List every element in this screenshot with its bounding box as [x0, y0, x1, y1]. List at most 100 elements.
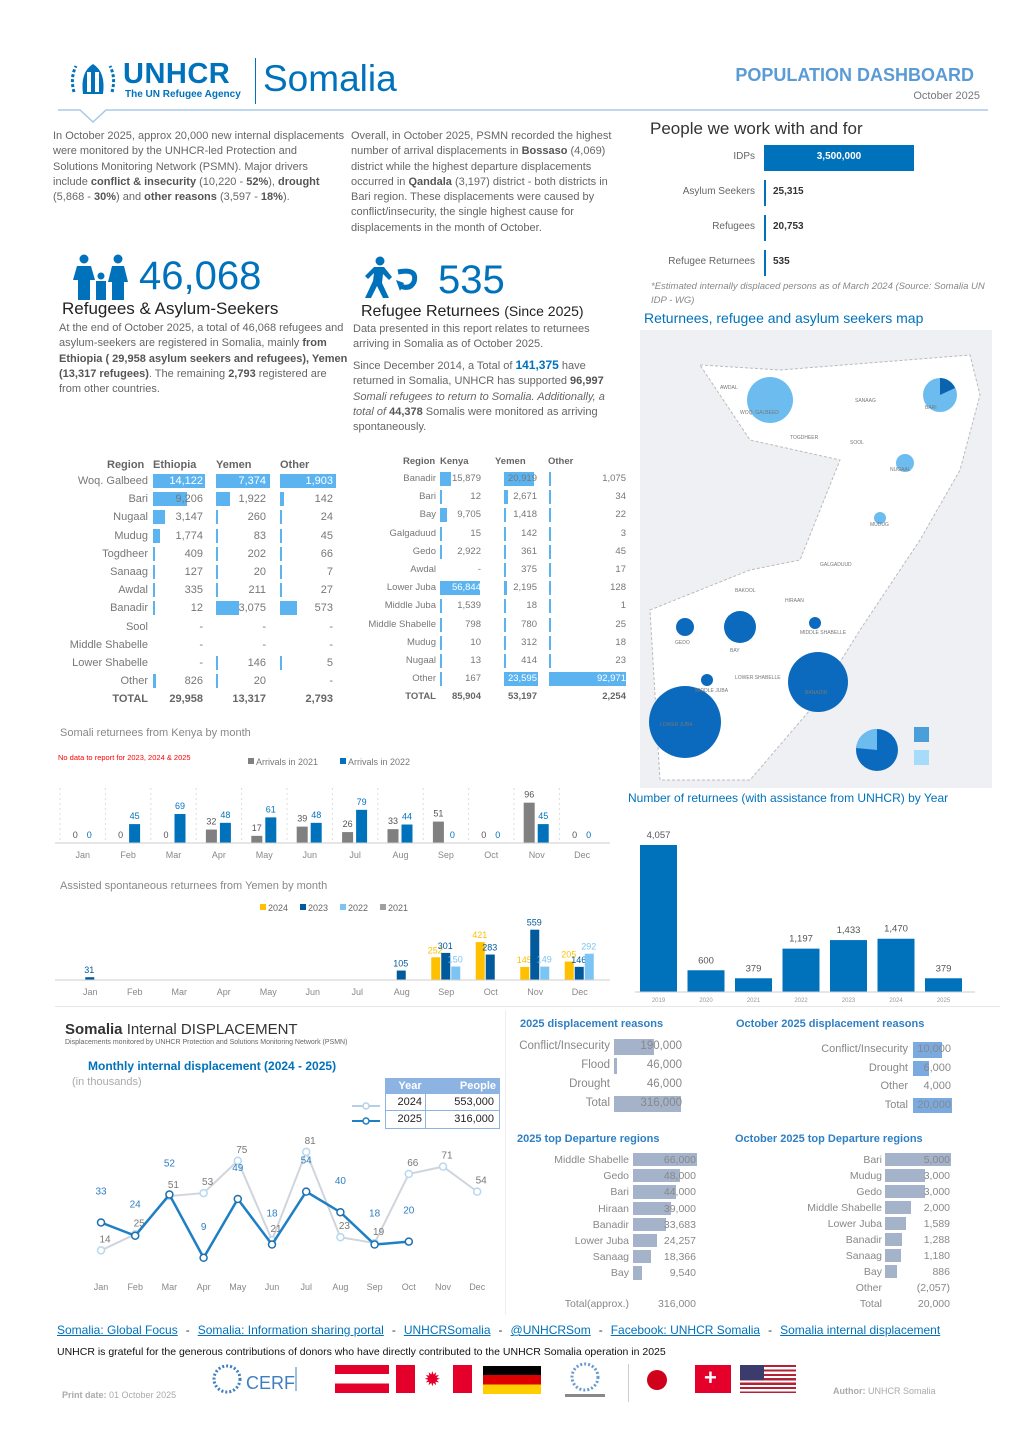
- series-line: [100, 1189, 409, 1261]
- point-label: 18: [266, 1209, 278, 1220]
- returnees-by-year-chart: Number of returnees (with assistance fro…: [628, 791, 975, 1004]
- table-cell-value: -: [329, 620, 333, 633]
- bar-row-label: Middle Shabelle: [807, 1202, 882, 1214]
- bar: [356, 809, 368, 843]
- bar: [523, 802, 535, 843]
- point-label: 52: [164, 1159, 176, 1170]
- table-cell-value: 414: [521, 655, 537, 666]
- monthly-idp-unit: (in thousands): [72, 1076, 142, 1088]
- bar-row-value: 316,000: [658, 1297, 696, 1310]
- map-region-label: BAY: [730, 648, 740, 654]
- table-cell-bar: [549, 654, 551, 668]
- returnees-by-region-table: Region Kenya Yemen Other Banadir 15,879 20,919…: [350, 452, 640, 702]
- table-cell-value: 5: [326, 657, 333, 669]
- x-tick-label: Dec: [469, 1282, 486, 1292]
- bar-row-value: 18,366: [663, 1251, 696, 1264]
- x-tick-label: Oct: [402, 1282, 417, 1292]
- table-cell-value: 34: [615, 491, 626, 503]
- x-tick-label: Apr: [197, 1282, 211, 1292]
- x-tick-label: May: [256, 850, 274, 860]
- bar: [265, 817, 277, 843]
- x-tick-label: Nov: [435, 1282, 452, 1292]
- table-cell-bar: [504, 635, 506, 650]
- table-cell-value: 15: [470, 527, 481, 539]
- bar-row-value: (2,057): [916, 1282, 950, 1294]
- map-bubble-bay: [724, 611, 756, 643]
- chart-title: Assisted spontaneous returnees from Yeme…: [60, 880, 327, 892]
- bar-label: 0: [495, 830, 500, 840]
- series-point: [199, 1188, 208, 1198]
- yemen-returnees-chart: Assisted spontaneous returnees from Yeme…: [55, 880, 610, 997]
- section-title: 2025 displacement reasons: [520, 1018, 664, 1030]
- bar-label: 0: [572, 830, 577, 840]
- legend-swatch: [340, 758, 346, 764]
- bar-label: 31: [84, 965, 94, 975]
- returnees-text-1: Data presented in this report relates to…: [353, 323, 590, 351]
- bar-row-bar: [885, 1153, 951, 1166]
- bar: [296, 826, 308, 843]
- table-cell-bar: [549, 599, 551, 614]
- table-cell-value: 56,844: [451, 582, 481, 594]
- bar-label: 292: [581, 942, 596, 952]
- departures-october: October 2025 top Departure regions Bari 5,…: [725, 1130, 965, 1315]
- table-cell-value: 361: [521, 545, 537, 557]
- footer-link[interactable]: Somalia: Information sharing portal: [197, 1323, 384, 1337]
- table-cell-value: 1,903: [305, 475, 333, 487]
- bar-row-label: Lower Juba: [574, 1235, 629, 1247]
- table-cell-bar: [549, 635, 551, 650]
- point-label: 66: [407, 1158, 419, 1169]
- bar-label: 48: [220, 810, 230, 820]
- bar-label: 26: [343, 819, 353, 829]
- people-row-value: 20,753: [773, 221, 804, 232]
- point-label: 40: [335, 1176, 347, 1187]
- section-title: October 2025 displacement reasons: [736, 1018, 925, 1030]
- table-cell-value: 83: [253, 529, 266, 542]
- x-tick-label: Mar: [162, 1282, 178, 1292]
- canada-flag: ✹: [396, 1365, 472, 1393]
- series-point: [267, 1240, 277, 1249]
- x-tick-label: 2021: [747, 998, 761, 1004]
- x-tick-label: 2022: [794, 998, 808, 1004]
- table-cell-value: 27: [320, 584, 333, 597]
- point-label: 54: [301, 1156, 313, 1167]
- table-cell-value: 7: [326, 566, 333, 578]
- bar: [431, 957, 441, 980]
- table-cell-value: 826: [184, 675, 203, 688]
- map-region-label: WOQ. GALBEED: [740, 410, 779, 416]
- table-cell-value: 202: [247, 547, 266, 560]
- table-cell-value: 573: [314, 602, 333, 615]
- footer-link[interactable]: @UNHCRSom: [510, 1323, 591, 1337]
- bar-row-label: Total: [884, 1098, 908, 1111]
- footer-link[interactable]: Somalia: Global Focus: [57, 1323, 178, 1337]
- bar-row-label: Other: [880, 1080, 908, 1092]
- table-header: Ethiopia: [153, 459, 197, 471]
- table-row-region: Banadir: [403, 473, 436, 484]
- table-cell-bar: [153, 674, 157, 689]
- table-cell-bar: [153, 601, 155, 616]
- footer-link[interactable]: Somalia internal displacement: [780, 1323, 941, 1337]
- table-cell-value: 1,075: [602, 473, 626, 484]
- map-bubble-lower-juba: [649, 686, 721, 758]
- table-row-region: Banadir: [110, 602, 148, 615]
- series-point: [301, 1147, 311, 1157]
- footer-link[interactable]: Facebook: UNHCR Somalia: [610, 1323, 761, 1337]
- footer-link[interactable]: UNHCRSomalia: [403, 1323, 491, 1337]
- bar-row-value: 44,000: [663, 1186, 696, 1199]
- table-cell-value: 1: [620, 600, 626, 612]
- table-cell-bar: [216, 474, 270, 488]
- returnees-map[interactable]: AWDAL WOQ. GALBEED TOGDHEER SANAAG SOOL BARI N…: [640, 330, 992, 788]
- unhcr-logo-icon: [70, 64, 116, 94]
- bar: [574, 966, 584, 980]
- bar-label: 0: [481, 830, 486, 840]
- legend-label: 2022: [348, 903, 368, 913]
- header: UNHCR The UN Refugee Agency Somalia POPU…: [0, 0, 1024, 124]
- series-point: [472, 1187, 482, 1196]
- bar: [540, 966, 550, 980]
- x-tick-label: Jan: [94, 1282, 109, 1292]
- bar: [205, 829, 217, 843]
- bar-row-label: Total(approx.): [564, 1297, 629, 1310]
- table-cell-value: -: [262, 620, 266, 633]
- x-tick-label: May: [260, 987, 278, 997]
- x-tick-label: Sep: [438, 987, 454, 997]
- legend-swatch: [248, 758, 254, 764]
